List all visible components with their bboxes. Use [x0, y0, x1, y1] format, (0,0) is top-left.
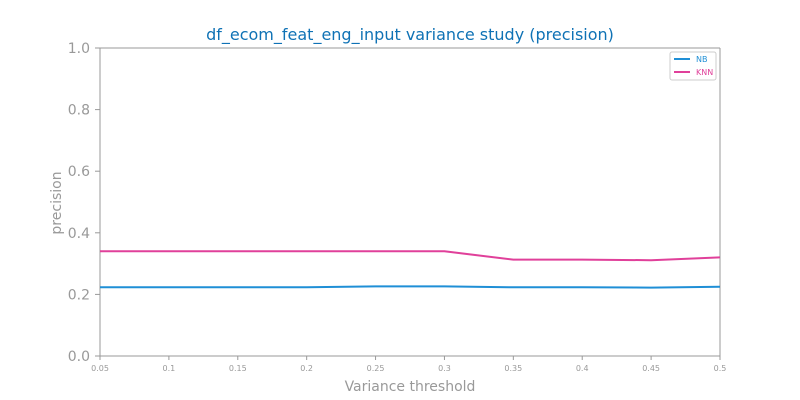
x-tick-label: 0.4 — [576, 364, 589, 373]
x-tick-label: 0.5 — [714, 364, 727, 373]
y-tick-label: 1.0 — [68, 41, 90, 57]
x-tick-label: 0.2 — [300, 364, 313, 373]
x-tick-label: 0.1 — [163, 364, 176, 373]
x-axis-label: Variance threshold — [345, 379, 476, 395]
x-axis-ticks: 0.05 0.1 0.15 0.2 0.25 0.3 0.35 0.4 0.45 0.5 — [91, 356, 726, 373]
legend-label: KNN — [696, 68, 713, 77]
x-tick-label: 0.45 — [642, 364, 660, 373]
x-tick-label: 0.35 — [504, 364, 522, 373]
y-tick-label: 0.8 — [68, 103, 90, 119]
y-axis-ticks: 0.0 0.2 0.4 0.6 0.8 1.0 — [68, 41, 100, 365]
series-lines — [100, 250, 721, 289]
axes — [99, 47, 721, 357]
legend: NB KNN — [669, 51, 717, 81]
series-line-nb — [100, 285, 721, 289]
y-tick-label: 0.0 — [68, 349, 90, 365]
legend-label: NB — [696, 55, 707, 64]
y-tick-label: 0.6 — [68, 164, 90, 180]
chart-title: df_ecom_feat_eng_input variance study (p… — [206, 25, 614, 45]
y-axis-label: precision — [49, 171, 65, 234]
x-tick-label: 0.15 — [229, 364, 247, 373]
x-tick-label: 0.05 — [91, 364, 109, 373]
y-tick-label: 0.2 — [68, 287, 90, 303]
x-tick-label: 0.25 — [367, 364, 385, 373]
series-line-knn — [100, 250, 721, 262]
y-tick-label: 0.4 — [68, 226, 90, 242]
x-tick-label: 0.3 — [438, 364, 451, 373]
